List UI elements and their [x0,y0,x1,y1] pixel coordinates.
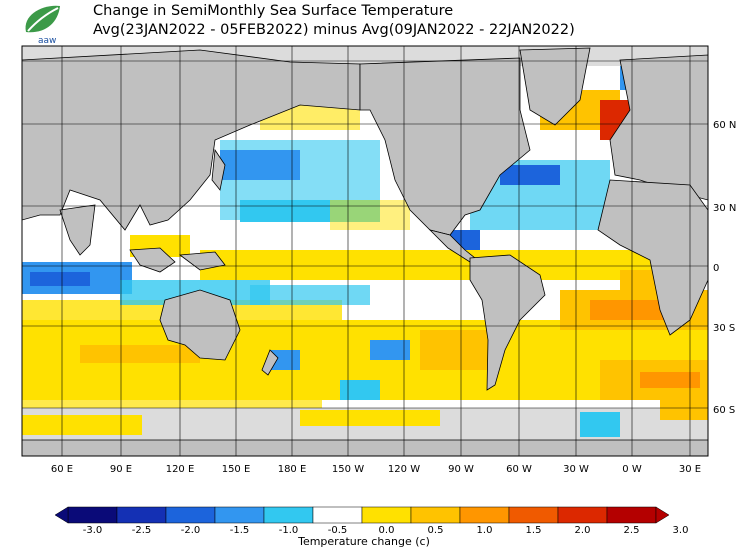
colorbar-tick-label: 2.0 [575,525,591,536]
lat-label-60s: 60 S [713,405,735,416]
colorbar-tick-label: 1.5 [526,525,542,536]
colorbar-swatch [166,507,215,523]
lat-label-30n: 30 N [713,203,736,214]
colorbar-swatch [558,507,607,523]
lat-label-60n: 60 N [713,120,736,131]
colorbar-swatch [509,507,558,523]
lon-label: 0 W [622,464,642,475]
antarctica [22,440,708,456]
latitude-labels: 60 N 30 N 0 30 S 60 S [713,120,736,416]
colorbar-swatch [607,507,656,523]
colorbar-tick-label: -3.0 [83,525,103,536]
colorbar-tick-label: -1.0 [279,525,299,536]
colorbar-swatch [264,507,313,523]
colorbar-left-arrow [55,507,68,523]
lon-label: 150 W [332,464,364,475]
colorbar-swatch [362,507,411,523]
longitude-labels: 60 E 90 E 120 E 150 E 180 E 150 W 120 W … [51,464,701,475]
colorbar-tick-label: 1.0 [477,525,493,536]
colorbar-swatch [117,507,166,523]
lon-label: 180 E [278,464,307,475]
colorbar-tick-label: -1.5 [230,525,250,536]
lon-label: 150 E [222,464,251,475]
colorbar-swatch [68,507,117,523]
colorbar-tick-label: -2.5 [132,525,152,536]
colorbar-tick-label: 2.5 [624,525,640,536]
colorbar-swatch [460,507,509,523]
lat-label-30s: 30 S [713,323,735,334]
colorbar-title: Temperature change (c) [297,535,430,548]
colorbar-swatch [411,507,460,523]
colorbar: -3.0 -2.5 -2.0 -1.5 -1.0 -0.5 0.0 0.5 1.0 1.5 2.0 2… [55,507,688,548]
colorbar-tick-label: -2.0 [181,525,201,536]
colorbar-tick-label: 3.0 [673,525,689,536]
colorbar-right-arrow [656,507,669,523]
colorbar-swatch [313,507,362,523]
lon-label: 60 E [51,464,73,475]
lon-label: 120 E [166,464,195,475]
lon-label: 60 W [506,464,532,475]
lon-label: 90 W [448,464,474,475]
lon-label: 30 E [679,464,701,475]
colorbar-tick-label: 0.5 [428,525,444,536]
colorbar-swatch [215,507,264,523]
lat-label-0: 0 [713,263,719,274]
lon-label: 90 E [110,464,132,475]
lon-label: 120 W [388,464,420,475]
lon-label: 30 W [563,464,589,475]
